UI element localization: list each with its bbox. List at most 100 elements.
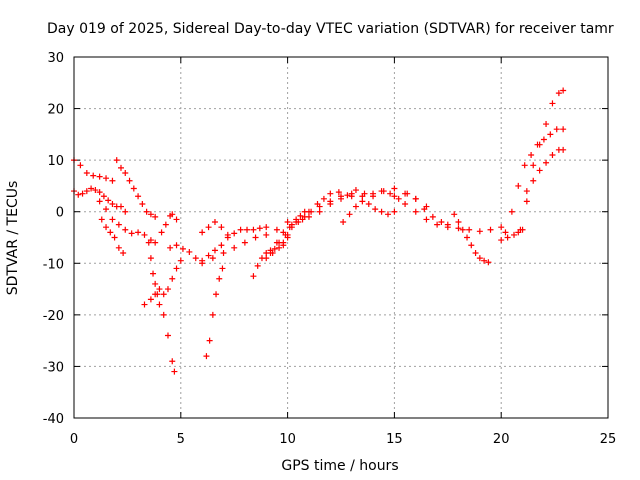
data-point bbox=[244, 226, 251, 233]
data-point bbox=[250, 226, 257, 233]
data-point bbox=[487, 226, 494, 233]
data-point bbox=[391, 193, 398, 200]
data-point bbox=[143, 208, 150, 215]
data-point bbox=[404, 190, 411, 197]
data-point bbox=[147, 296, 154, 303]
data-point bbox=[434, 221, 441, 228]
y-tick-label: 30 bbox=[47, 51, 64, 66]
data-point bbox=[346, 211, 353, 218]
data-point bbox=[549, 100, 556, 107]
data-point bbox=[90, 172, 97, 179]
data-point bbox=[391, 208, 398, 215]
data-point bbox=[263, 255, 270, 262]
data-point bbox=[352, 187, 359, 194]
data-point bbox=[391, 185, 398, 192]
data-point bbox=[288, 221, 295, 228]
data-point bbox=[481, 257, 488, 264]
data-point bbox=[103, 206, 110, 213]
data-point bbox=[126, 177, 133, 184]
data-point bbox=[186, 248, 193, 255]
data-point bbox=[92, 187, 99, 194]
data-point bbox=[128, 230, 135, 237]
data-point bbox=[96, 198, 103, 205]
series-track-1 bbox=[71, 157, 116, 184]
data-point bbox=[359, 198, 366, 205]
data-point bbox=[402, 200, 409, 207]
data-point bbox=[120, 249, 127, 256]
data-point bbox=[455, 219, 462, 226]
series-track-2 bbox=[71, 185, 129, 215]
data-point bbox=[429, 213, 436, 220]
y-tick-label: 0 bbox=[56, 206, 64, 221]
data-point bbox=[560, 87, 567, 94]
data-point bbox=[540, 136, 547, 143]
data-point bbox=[530, 177, 537, 184]
data-point bbox=[284, 231, 291, 238]
data-point bbox=[485, 259, 492, 266]
data-point bbox=[111, 234, 118, 241]
data-point bbox=[152, 280, 159, 287]
data-point bbox=[141, 301, 148, 308]
data-point bbox=[523, 198, 530, 205]
data-point bbox=[77, 162, 84, 169]
data-point bbox=[117, 203, 124, 210]
data-point bbox=[96, 189, 103, 196]
data-point bbox=[365, 200, 372, 207]
x-tick-label: 10 bbox=[279, 432, 296, 447]
axis-ticks: 0 5 10 15 20 25 -40 -30 -20 -10 0 10 20 30 bbox=[43, 51, 617, 447]
data-point bbox=[162, 221, 169, 228]
y-tick-label: -40 bbox=[43, 412, 64, 427]
data-point bbox=[504, 234, 511, 241]
data-point bbox=[327, 190, 334, 197]
series-track-5 bbox=[113, 157, 159, 220]
data-point bbox=[472, 249, 479, 256]
grid bbox=[74, 57, 608, 418]
data-points bbox=[71, 87, 567, 375]
data-point bbox=[109, 216, 116, 223]
data-point bbox=[145, 239, 152, 246]
x-tick-label: 0 bbox=[70, 432, 78, 447]
data-point bbox=[515, 229, 522, 236]
data-point bbox=[451, 211, 458, 218]
data-point bbox=[455, 225, 462, 232]
data-point bbox=[384, 211, 391, 218]
data-point bbox=[179, 245, 186, 252]
data-point bbox=[412, 195, 419, 202]
y-tick-label: -20 bbox=[43, 309, 64, 324]
data-point bbox=[370, 193, 377, 200]
data-point bbox=[122, 170, 129, 177]
data-point bbox=[297, 212, 304, 219]
data-point bbox=[316, 203, 323, 210]
data-point bbox=[543, 159, 550, 166]
series-track-12 bbox=[199, 219, 291, 267]
data-point bbox=[113, 157, 120, 164]
data-point bbox=[263, 224, 270, 231]
data-point bbox=[301, 213, 308, 220]
data-point bbox=[135, 193, 142, 200]
data-point bbox=[468, 242, 475, 249]
data-point bbox=[444, 224, 451, 231]
data-point bbox=[378, 208, 385, 215]
data-point bbox=[150, 270, 157, 277]
data-point bbox=[122, 208, 129, 215]
data-point bbox=[205, 224, 212, 231]
data-point bbox=[421, 206, 428, 213]
data-point bbox=[103, 175, 110, 182]
data-point bbox=[536, 167, 543, 174]
data-point bbox=[211, 247, 218, 254]
data-point bbox=[171, 368, 178, 375]
data-point bbox=[130, 185, 137, 192]
data-point bbox=[216, 275, 223, 282]
data-point bbox=[519, 226, 526, 233]
data-point bbox=[199, 260, 206, 267]
y-tick-label: 10 bbox=[47, 154, 64, 169]
data-point bbox=[508, 208, 515, 215]
x-tick-label: 20 bbox=[493, 432, 510, 447]
data-point bbox=[459, 226, 466, 233]
data-point bbox=[173, 216, 180, 223]
data-point bbox=[352, 203, 359, 210]
data-point bbox=[109, 177, 116, 184]
x-axis-title: GPS time / hours bbox=[281, 458, 398, 474]
data-point bbox=[220, 249, 227, 256]
data-point bbox=[423, 216, 430, 223]
